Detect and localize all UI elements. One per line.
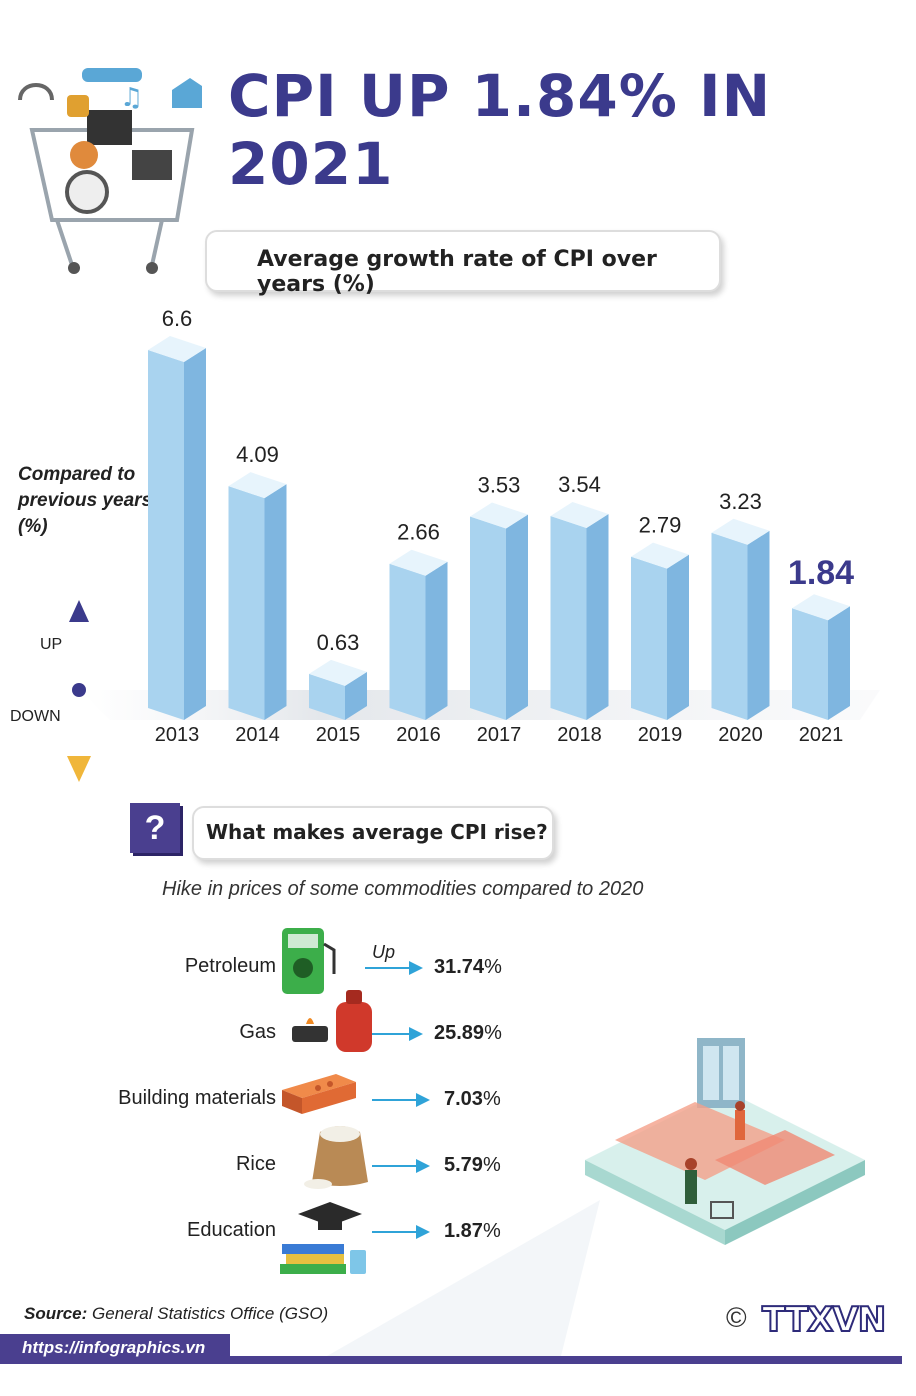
bar-2016 xyxy=(389,549,448,720)
chart-heading-box: Average growth rate of CPI over years (%… xyxy=(205,230,721,297)
copyright-symbol: © xyxy=(726,1302,747,1333)
bar-front-face xyxy=(631,556,667,720)
bricks-icon xyxy=(282,1074,356,1114)
commodity-label-petroleum: Petroleum xyxy=(184,955,276,977)
bar-side-face xyxy=(506,514,528,720)
bar-2018 xyxy=(550,501,609,720)
causes-heading-box: What makes average CPI rise? xyxy=(192,806,554,860)
causes-heading: What makes average CPI rise? xyxy=(206,820,548,844)
footer-line xyxy=(230,1356,902,1364)
bar-top-face xyxy=(228,472,287,499)
up-label: UP xyxy=(40,636,63,653)
bar-top-face xyxy=(148,336,206,362)
bar-front-face xyxy=(228,486,265,720)
commodity-value-gas: 25.89% xyxy=(434,1022,502,1044)
category-label: 2015 xyxy=(316,724,361,746)
graduation-books-icon xyxy=(280,1202,366,1274)
commodity-value-building-materials: 7.03% xyxy=(444,1088,501,1110)
arrow-right-icon xyxy=(365,961,423,975)
bar-2015 xyxy=(309,659,367,720)
value-label: 3.23 xyxy=(719,489,762,514)
category-label: 2013 xyxy=(155,724,200,746)
down-label: DOWN xyxy=(10,708,61,725)
source-note: Source: General Statistics Office (GSO) xyxy=(24,1304,329,1323)
bar-2019 xyxy=(631,542,689,720)
commodity-label-education: Education xyxy=(187,1219,276,1241)
value-label: 4.09 xyxy=(236,442,279,467)
question-icon: ? xyxy=(130,803,180,853)
shopping-cart-icon: ♫ xyxy=(18,68,202,274)
causes-subtitle: Hike in prices of some commodities compa… xyxy=(162,878,644,900)
bar-front-face xyxy=(389,563,426,720)
gas-cylinder-icon xyxy=(292,990,372,1052)
value-label: 3.53 xyxy=(478,473,521,498)
commodity-value-petroleum: 31.74% xyxy=(434,956,502,978)
ttxvn-logo: TTXVN xyxy=(761,1299,887,1341)
bar-2014 xyxy=(228,472,287,720)
bar-top-face xyxy=(711,518,770,545)
arrow-right-icon xyxy=(372,1225,430,1239)
bar-side-face xyxy=(264,484,287,720)
bar-front-face xyxy=(470,516,506,720)
bar-top-face xyxy=(550,501,609,528)
bar-side-face xyxy=(828,606,850,720)
bar-top-face xyxy=(389,549,448,576)
bar-2021 xyxy=(792,594,850,720)
category-label: 2014 xyxy=(235,724,280,746)
svg-text:♫: ♫ xyxy=(120,83,143,113)
bar-side-face xyxy=(667,554,689,720)
cpi-bar-chart: 6.6 2013 4.09 2014 0.63 2015 2.66 2016 3.53 2017 3… xyxy=(67,306,880,782)
direction-indicator xyxy=(67,600,91,782)
bar-top-face xyxy=(792,594,850,621)
category-label: 2019 xyxy=(638,724,683,746)
bar-top-face xyxy=(631,542,689,569)
page-title: CPI UP 1.84% IN 2021 xyxy=(228,62,772,198)
bar-2020 xyxy=(711,518,770,720)
category-label: 2021 xyxy=(799,724,844,746)
footer-bar xyxy=(0,1334,230,1364)
axis-note: Compared to previous years (%) xyxy=(18,464,153,537)
arrow-right-icon xyxy=(372,1159,430,1173)
bar-front-face xyxy=(550,515,587,720)
bar-top-face xyxy=(309,659,367,686)
rice-sack-icon xyxy=(304,1126,368,1189)
value-label: 0.63 xyxy=(317,630,360,655)
grocery-store-illustration xyxy=(585,1038,865,1245)
light-beam xyxy=(320,1200,600,1360)
bar-front-face xyxy=(711,532,748,720)
value-label: 1.84 xyxy=(788,554,854,592)
value-label: 2.66 xyxy=(397,520,440,545)
commodity-label-gas: Gas xyxy=(239,1021,276,1043)
value-label: 2.79 xyxy=(639,513,682,538)
footer-url-link[interactable]: https://infographics.vn xyxy=(22,1338,206,1357)
commodity-label-rice: Rice xyxy=(235,1153,276,1175)
chart-heading: Average growth rate of CPI over years (%… xyxy=(257,247,657,297)
down-arrow-icon xyxy=(67,756,91,782)
bar-front-face xyxy=(148,350,184,720)
up-note: Up xyxy=(372,942,396,962)
category-label: 2016 xyxy=(396,724,441,746)
bar-top-face xyxy=(470,502,528,529)
fuel-pump-icon xyxy=(282,928,336,994)
up-arrow-icon xyxy=(69,600,89,622)
bar-2013 xyxy=(148,336,206,720)
commodity-value-rice: 5.79% xyxy=(444,1154,501,1176)
bar-side-face xyxy=(425,561,448,720)
commodity-label-building-materials: Building materials xyxy=(118,1087,276,1109)
value-label: 6.6 xyxy=(162,306,193,331)
bar-front-face xyxy=(792,608,828,720)
category-label: 2017 xyxy=(477,724,522,746)
bar-side-face xyxy=(586,513,609,720)
bar-2017 xyxy=(470,502,528,720)
category-label: 2018 xyxy=(557,724,602,746)
bar-side-face xyxy=(345,671,367,720)
arrow-right-icon xyxy=(372,1093,430,1107)
commodity-value-education: 1.87% xyxy=(444,1220,501,1242)
arrow-right-icon xyxy=(365,1027,423,1041)
value-label: 3.54 xyxy=(558,472,601,497)
bar-front-face xyxy=(309,673,345,720)
bar-side-face xyxy=(747,530,770,720)
bar-side-face xyxy=(184,348,206,720)
category-label: 2020 xyxy=(718,724,763,746)
